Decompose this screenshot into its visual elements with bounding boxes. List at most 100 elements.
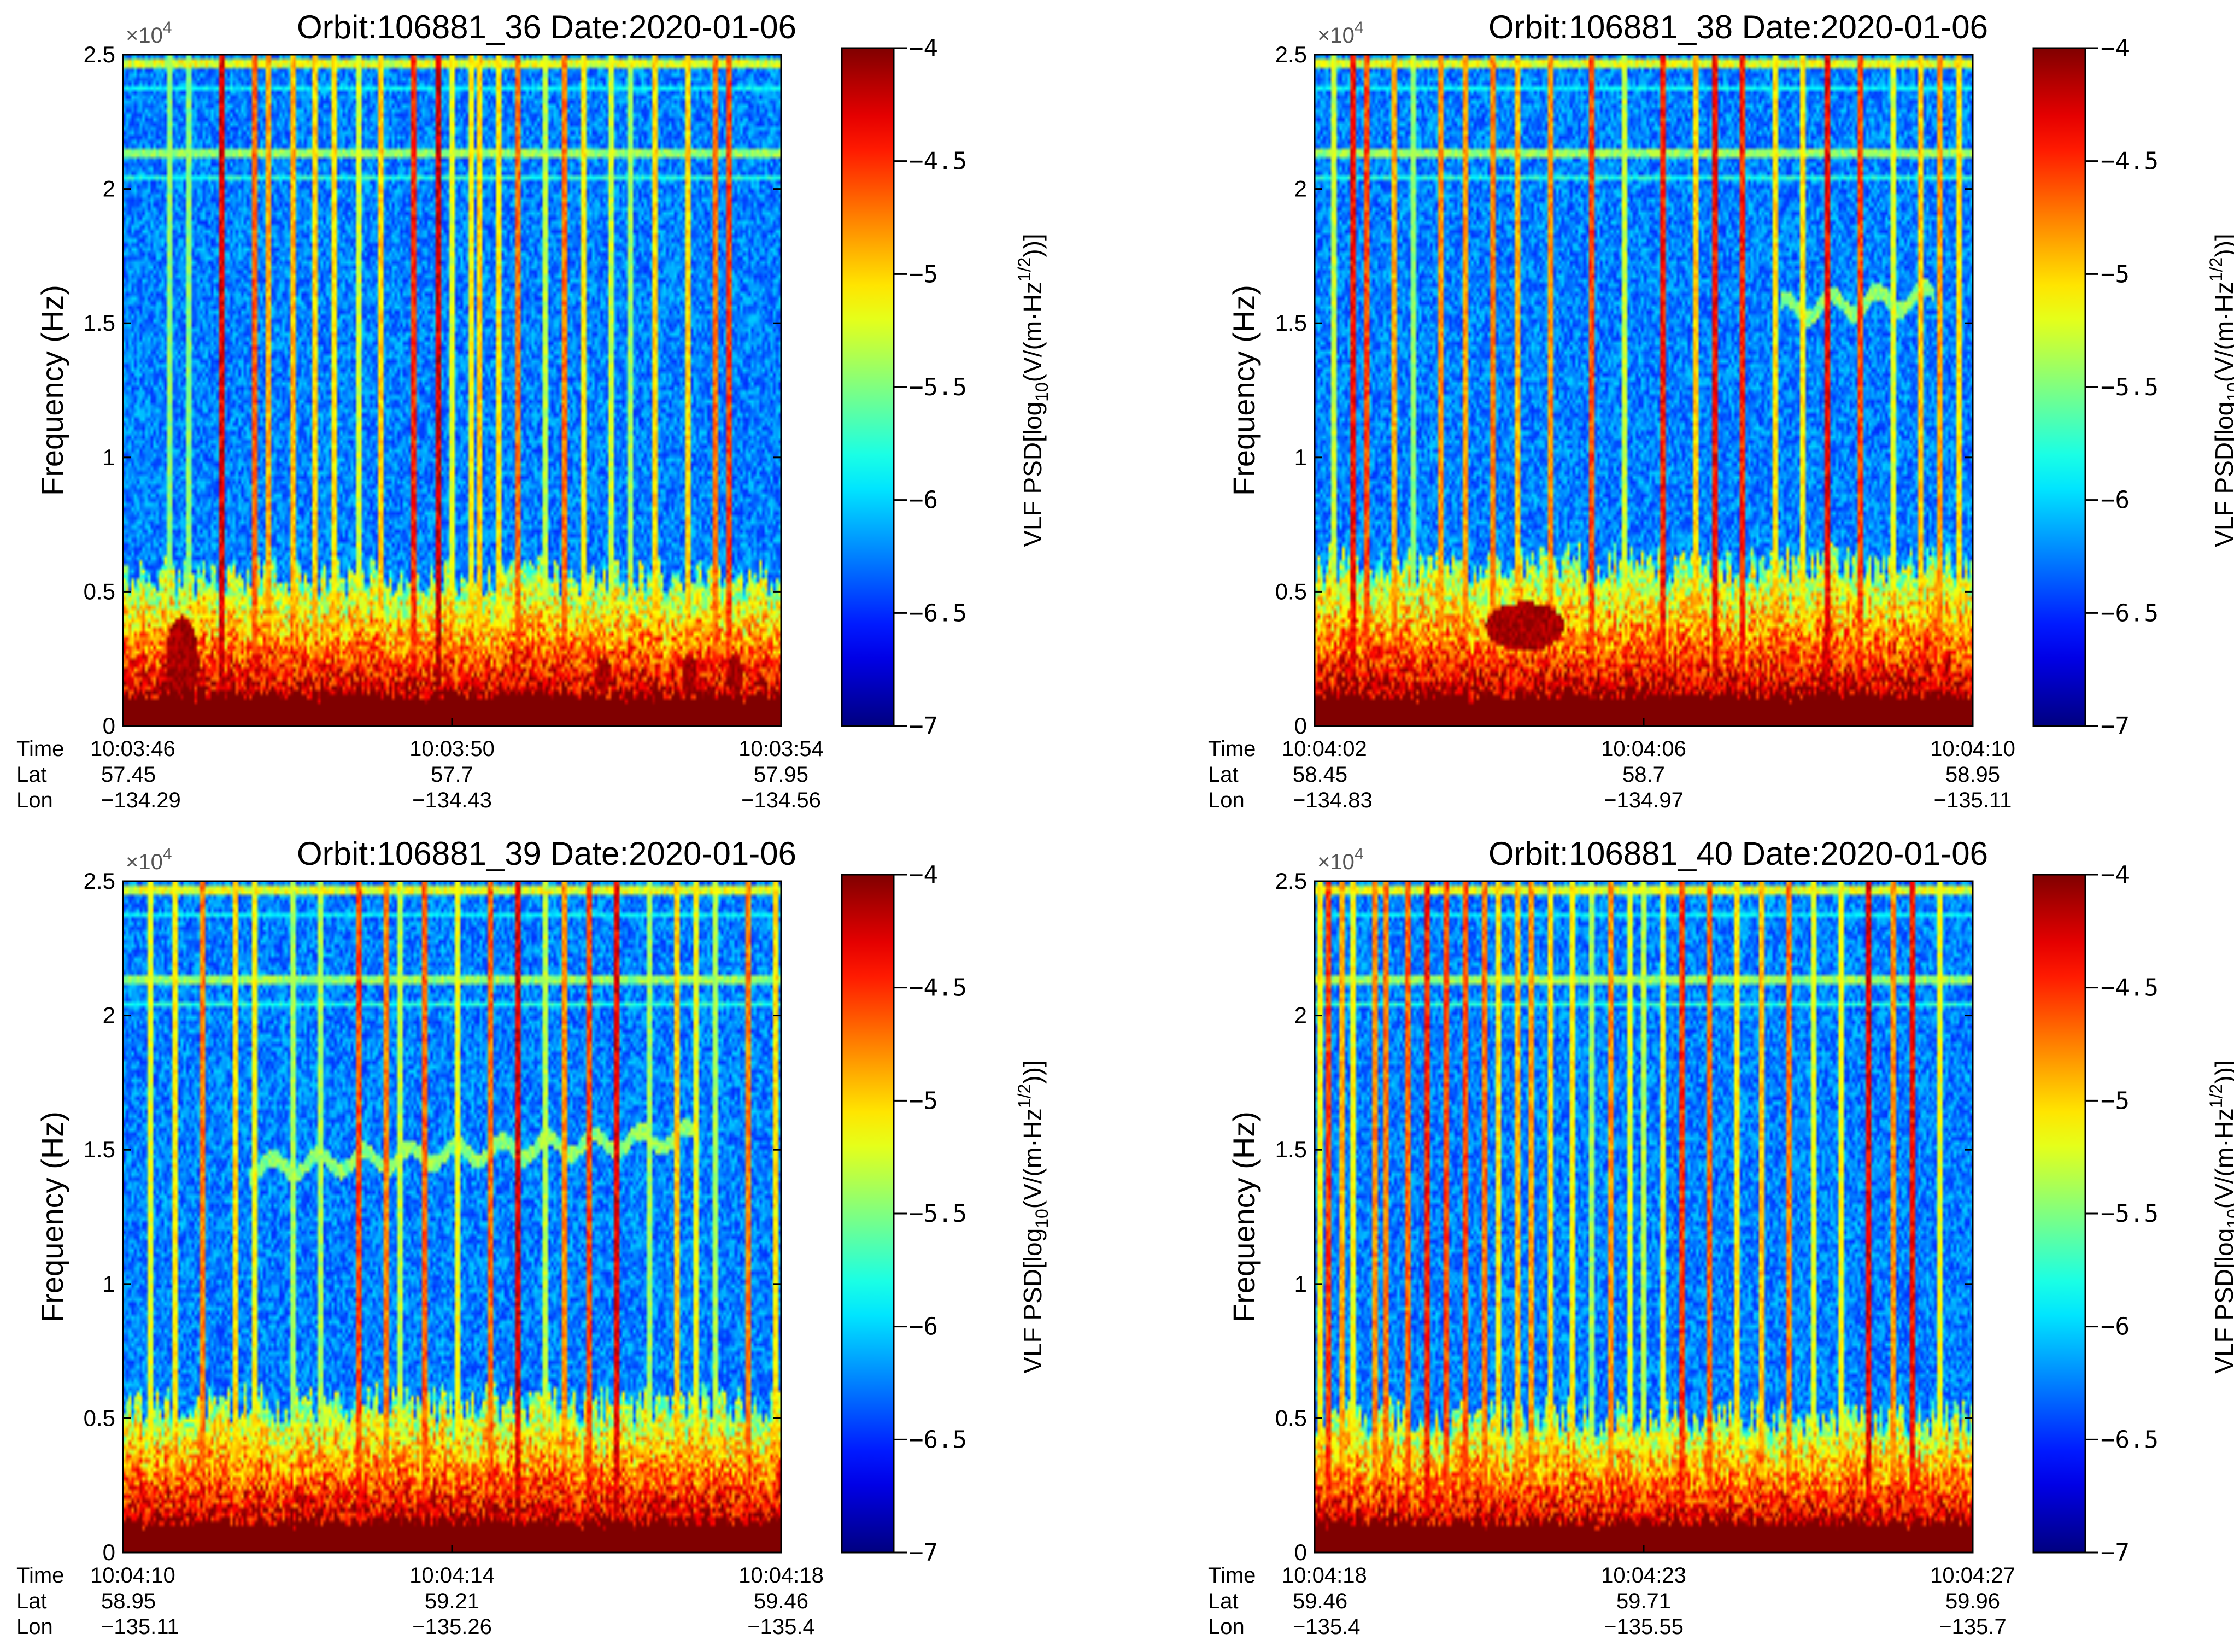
- x-tick-label-lon: −135.11: [1934, 788, 2012, 812]
- row-label-lon: Lon: [1208, 788, 1245, 812]
- y-tick-label: 1.5: [84, 310, 115, 336]
- x-tick-label-lat: 58.95: [1945, 763, 2000, 787]
- colorbar-tick-label: −7: [2101, 1539, 2130, 1567]
- row-label-time: Time: [16, 737, 64, 761]
- y-tick-label: 1: [103, 1271, 115, 1297]
- y-multiplier: ×104: [126, 19, 172, 48]
- colorbar-label: VLF PSD[log10(V/(m·Hz1/2))]: [1015, 233, 1052, 547]
- colorbar-tick-label: −6.5: [2101, 1426, 2159, 1454]
- y-tick-label: 1.5: [1275, 1137, 1307, 1162]
- y-tick-label: 0.5: [84, 1405, 115, 1431]
- x-tick-label-time: 10:04:27: [1930, 1563, 2015, 1587]
- colorbar-tick-label: −7: [909, 1539, 938, 1567]
- x-tick-label-lat: 58.45: [1293, 763, 1347, 787]
- y-tick-label: 2.5: [1275, 868, 1307, 894]
- colorbar-tick-label: −4: [909, 861, 938, 889]
- colorbar-tick-label: −5.5: [2101, 373, 2159, 401]
- chart-title: Orbit:106881_39 Date:2020-01-06: [297, 835, 796, 872]
- y-tick-label: 0.5: [84, 578, 115, 604]
- colorbar-tick-label: −4.5: [2101, 974, 2159, 1002]
- y-tick-label: 0: [103, 713, 115, 739]
- colorbar-tick-label: −6.5: [2101, 599, 2159, 627]
- x-tick-label-time: 10:04:14: [409, 1563, 495, 1587]
- y-tick-label: 2: [103, 176, 115, 202]
- chart-title: Orbit:106881_36 Date:2020-01-06: [297, 9, 796, 45]
- chart-title: Orbit:106881_38 Date:2020-01-06: [1488, 9, 1988, 45]
- panel-3: Orbit:106881_39 Date:2020-01-06 ×104 0 0.5 1…: [16, 835, 1052, 1639]
- colorbar-tick-label: −4: [2101, 34, 2130, 62]
- chart-title: Orbit:106881_40 Date:2020-01-06: [1488, 835, 1988, 872]
- x-tick-label-lon: −135.55: [1604, 1615, 1684, 1639]
- row-label-lat: Lat: [1208, 1589, 1239, 1613]
- y-tick-label: 2.5: [1275, 42, 1307, 67]
- y-tick-label: 1: [103, 444, 115, 470]
- x-tick-label-lon: −135.4: [1293, 1615, 1360, 1639]
- colorbar-tick-label: −6: [909, 1313, 938, 1341]
- colorbar: [841, 47, 895, 727]
- x-tick-label-time: 10:04:10: [90, 1563, 175, 1587]
- row-label-time: Time: [1208, 737, 1256, 761]
- x-tick-label-lat: 58.95: [101, 1589, 156, 1613]
- spectrogram-image: [1315, 881, 1973, 1553]
- x-tick-label-lon: −135.7: [1939, 1615, 2006, 1639]
- colorbar-tick-label: −4.5: [2101, 148, 2159, 175]
- row-label-lon: Lon: [16, 1615, 53, 1639]
- spectrogram-image: [1315, 55, 1973, 726]
- colorbar-tick-label: −7: [2101, 712, 2130, 740]
- x-tick-label-time: 10:04:02: [1282, 737, 1367, 761]
- y-tick-label: 0: [103, 1539, 115, 1565]
- y-tick-label: 0: [1294, 1539, 1307, 1565]
- colorbar-label: VLF PSD[log10(V/(m·Hz1/2))]: [2206, 1060, 2234, 1373]
- y-tick-label: 2.5: [84, 868, 115, 894]
- spectrogram-image: [123, 55, 781, 726]
- x-tick-label-time: 10:03:54: [738, 737, 824, 761]
- x-tick-label-lat: 59.96: [1945, 1589, 2000, 1613]
- colorbar-tick-label: −5.5: [909, 373, 967, 401]
- x-tick-label-lon: −134.43: [412, 788, 492, 812]
- colorbar-tick-label: −4: [2101, 861, 2130, 889]
- x-tick-label-lat: 59.71: [1616, 1589, 1671, 1613]
- x-tick-label-lon: −135.4: [747, 1615, 814, 1639]
- y-tick-label: 2: [1294, 1003, 1307, 1028]
- colorbar-tick-label: −6.5: [909, 1426, 967, 1454]
- x-tick-label-time: 10:04:06: [1601, 737, 1686, 761]
- y-tick-label: 1: [1294, 1271, 1307, 1297]
- colorbar-tick-label: −7: [909, 712, 938, 740]
- y-axis-label: Frequency (Hz): [1227, 1111, 1261, 1322]
- colorbar-tick-label: −6: [2101, 487, 2130, 514]
- y-tick-label: 1: [1294, 444, 1307, 470]
- y-multiplier: ×104: [1317, 19, 1364, 48]
- x-tick-label-lat: 59.46: [1293, 1589, 1347, 1613]
- colorbar: [2032, 47, 2086, 727]
- spectrogram-image: [123, 881, 781, 1553]
- x-tick-label-lat: 57.95: [754, 763, 808, 787]
- colorbar-tick-label: −4.5: [909, 148, 967, 175]
- row-label-lon: Lon: [1208, 1615, 1245, 1639]
- panel-4: Orbit:106881_40 Date:2020-01-06 ×104 0 0.5 1…: [1208, 835, 2234, 1639]
- x-tick-label-lat: 58.7: [1622, 763, 1665, 787]
- row-label-lat: Lat: [16, 1589, 47, 1613]
- x-tick-label-lat: 59.46: [754, 1589, 808, 1613]
- x-tick-label-lon: −134.56: [741, 788, 821, 812]
- y-tick-label: 2: [1294, 176, 1307, 202]
- colorbar: [841, 874, 895, 1554]
- x-tick-label-time: 10:04:23: [1601, 1563, 1686, 1587]
- colorbar-tick-label: −6.5: [909, 599, 967, 627]
- y-tick-label: 0: [1294, 713, 1307, 739]
- y-tick-label: 0.5: [1275, 1405, 1307, 1431]
- x-tick-label-time: 10:03:50: [409, 737, 495, 761]
- colorbar-tick-label: −5.5: [2101, 1200, 2159, 1228]
- x-tick-label-lon: −135.26: [412, 1615, 492, 1639]
- colorbar-tick-label: −4.5: [909, 974, 967, 1002]
- row-label-lat: Lat: [16, 763, 47, 787]
- panel-2: Orbit:106881_38 Date:2020-01-06 ×104 0 0.5 1…: [1208, 9, 2234, 812]
- colorbar-tick-label: −5: [2101, 260, 2130, 288]
- y-tick-label: 0.5: [1275, 578, 1307, 604]
- panel-1: Orbit:106881_36 Date:2020-01-06 ×104 0 0.5 1…: [16, 9, 1052, 812]
- colorbar-tick-label: −6: [909, 487, 938, 514]
- row-label-lon: Lon: [16, 788, 53, 812]
- x-tick-label-time: 10:04:18: [1282, 1563, 1367, 1587]
- x-tick-label-time: 10:04:10: [1930, 737, 2015, 761]
- y-tick-label: 1.5: [1275, 310, 1307, 336]
